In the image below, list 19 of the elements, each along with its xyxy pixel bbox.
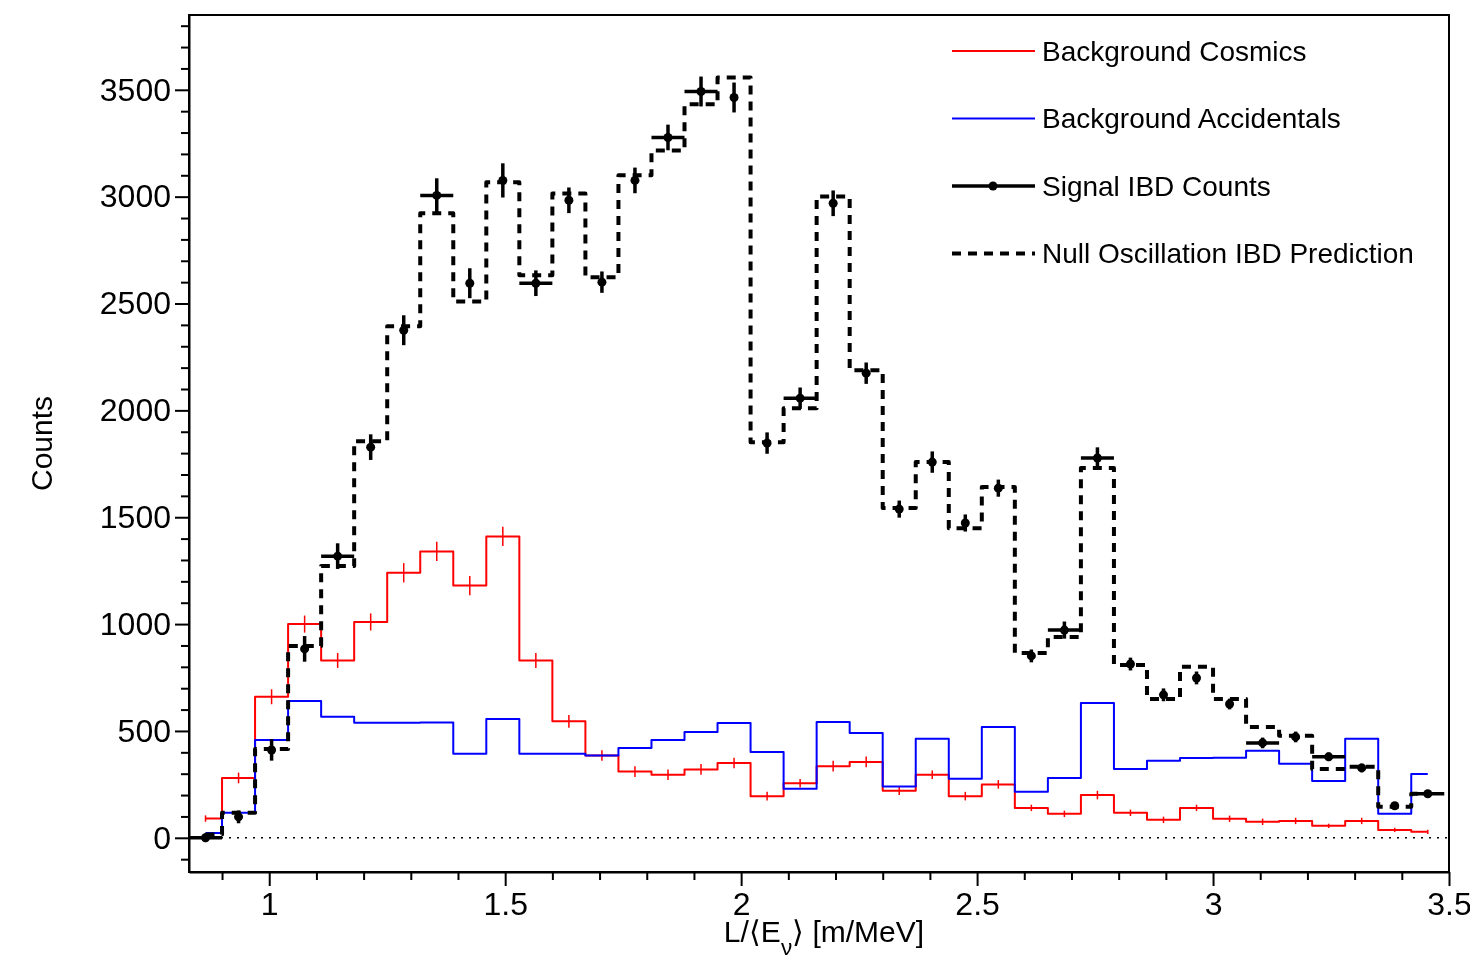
- y-tick-label: 1500: [99, 498, 171, 535]
- x-axis-title: L/⟨E$_{ν}$⟩ [m/MeV]: [723, 915, 925, 960]
- y-tick-label: 0: [153, 819, 171, 856]
- legend-label: Background Accidentals: [1042, 103, 1341, 135]
- legend-label: Signal IBD Counts: [1042, 170, 1271, 202]
- legend-label: Null Oscillation IBD Prediction: [1042, 238, 1414, 270]
- y-axis-title: Counts: [25, 395, 58, 492]
- x-tick-label: 3: [1204, 885, 1223, 922]
- y-tick-label: 3500: [99, 71, 171, 108]
- y-tick-label: 1000: [99, 605, 171, 642]
- x-tick-label: 1.5: [483, 885, 528, 922]
- x-tick-label: 1: [260, 885, 279, 922]
- x-tick-label: 2.5: [955, 885, 1000, 922]
- y-tick-label: 500: [117, 712, 171, 749]
- y-tick-label: 3000: [99, 178, 171, 215]
- y-tick-label: 2500: [99, 285, 171, 322]
- x-tick-label: 3.5: [1427, 885, 1470, 922]
- y-tick-label: 2000: [99, 392, 171, 429]
- legend-label: Background Cosmics: [1042, 35, 1307, 67]
